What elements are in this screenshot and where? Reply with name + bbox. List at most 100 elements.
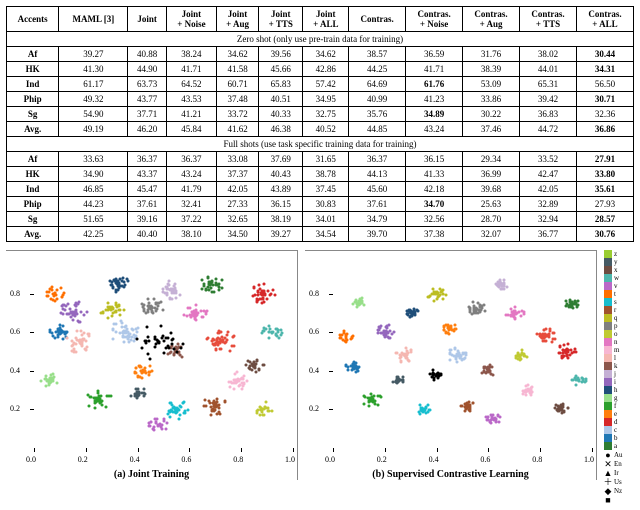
- col-header: Joint+ ALL: [303, 7, 349, 32]
- scatter-point: [170, 332, 173, 335]
- cell: 37.46: [463, 122, 520, 137]
- scatter-point: [261, 414, 264, 417]
- cell: 61.76: [406, 77, 463, 92]
- scatter-point: [255, 300, 258, 303]
- scatter-point: [228, 385, 231, 388]
- section-header: Full shots (use task specific training d…: [7, 137, 634, 152]
- legend-label: m: [614, 347, 619, 354]
- cell: 41.58: [216, 62, 258, 77]
- scatter-point: [378, 329, 381, 332]
- scatter-point: [573, 376, 576, 379]
- cell: 46.20: [128, 122, 167, 137]
- legend-swatch: [604, 378, 612, 386]
- xtick-label: 0.2: [78, 455, 88, 464]
- scatter-point: [407, 359, 410, 362]
- cell: 31.76: [463, 47, 520, 62]
- col-header: Joint+ Aug: [216, 7, 258, 32]
- scatter-point: [400, 354, 403, 357]
- cell: 40.99: [349, 92, 406, 107]
- scatter-point: [142, 307, 145, 310]
- legend-label: x: [614, 267, 618, 274]
- cell: 30.71: [576, 92, 633, 107]
- shape-icon: ✕: [604, 460, 612, 468]
- scatter-point: [205, 313, 208, 316]
- scatter-point: [153, 346, 156, 349]
- scatter-point: [114, 303, 117, 306]
- cell: 38.39: [463, 62, 520, 77]
- scatter-point: [255, 297, 258, 300]
- scatter-point: [82, 314, 85, 317]
- scatter-point: [172, 347, 175, 350]
- scatter-point: [485, 372, 488, 375]
- cell: 28.70: [463, 212, 520, 227]
- scatter-point: [581, 376, 584, 379]
- scatter-point: [122, 285, 125, 288]
- legend-label: g: [614, 395, 618, 402]
- scatter-point: [505, 286, 508, 289]
- scatter-point: [478, 308, 481, 311]
- cell: 39.56: [259, 47, 303, 62]
- scatter-point: [109, 395, 112, 398]
- scatter-point: [165, 421, 168, 424]
- scatter-point: [78, 338, 81, 341]
- scatter-point: [401, 375, 404, 378]
- scatter-point: [441, 289, 444, 292]
- legend-label: c: [614, 427, 617, 434]
- scatter-point: [75, 308, 78, 311]
- scatter-point: [384, 330, 387, 333]
- scatter-point: [569, 354, 572, 357]
- scatter-point: [83, 348, 86, 351]
- scatter-point: [111, 337, 114, 340]
- legend-label: z: [614, 251, 617, 258]
- scatter-point: [186, 408, 189, 411]
- scatter-point: [233, 372, 236, 375]
- scatter-point: [204, 288, 207, 291]
- legend-item: m: [604, 346, 634, 354]
- ytick-label: 0.4: [10, 366, 20, 375]
- scatter-point: [380, 396, 383, 399]
- scatter-point: [457, 349, 460, 352]
- cell: 44.90: [128, 62, 167, 77]
- cell: 27.93: [576, 197, 633, 212]
- scatter-point: [258, 284, 261, 287]
- shape-icon: ●: [604, 451, 612, 459]
- scatter-point: [536, 332, 539, 335]
- xtick-label: 1.0: [285, 455, 295, 464]
- scatter-point: [412, 310, 415, 313]
- scatter-point: [256, 359, 259, 362]
- scatter-point: [59, 287, 62, 290]
- scatter-point: [212, 339, 215, 342]
- ytick-label: 0.4: [309, 366, 319, 375]
- scatter-point: [90, 395, 93, 398]
- scatter-point: [450, 353, 453, 356]
- scatter-point: [563, 410, 566, 413]
- cell: 53.09: [463, 77, 520, 92]
- cell: 34.79: [349, 212, 406, 227]
- scatter-point: [115, 279, 118, 282]
- legend-item: o: [604, 330, 634, 338]
- scatter-point: [370, 393, 373, 396]
- cell: 43.24: [406, 122, 463, 137]
- scatter-point: [70, 311, 73, 314]
- scatter-point: [339, 336, 342, 339]
- shape-label: Au: [614, 452, 623, 459]
- scatter-point: [217, 329, 220, 332]
- scatter-point: [82, 337, 85, 340]
- col-header: Contras.: [349, 7, 406, 32]
- scatter-point: [468, 404, 471, 407]
- scatter-point: [251, 364, 254, 367]
- scatter-point: [149, 421, 152, 424]
- scatter-point: [247, 360, 250, 363]
- cell: 35.76: [349, 107, 406, 122]
- cell: 37.48: [216, 92, 258, 107]
- cell: 32.75: [303, 107, 349, 122]
- scatter-point: [215, 401, 218, 404]
- scatter-point: [413, 313, 416, 316]
- scatter-point: [128, 341, 131, 344]
- scatter-point: [60, 330, 63, 333]
- scatter-point: [341, 339, 344, 342]
- scatter-point: [170, 290, 173, 293]
- scatter-point: [162, 290, 165, 293]
- cell: 33.63: [59, 152, 128, 167]
- scatter-point: [48, 381, 51, 384]
